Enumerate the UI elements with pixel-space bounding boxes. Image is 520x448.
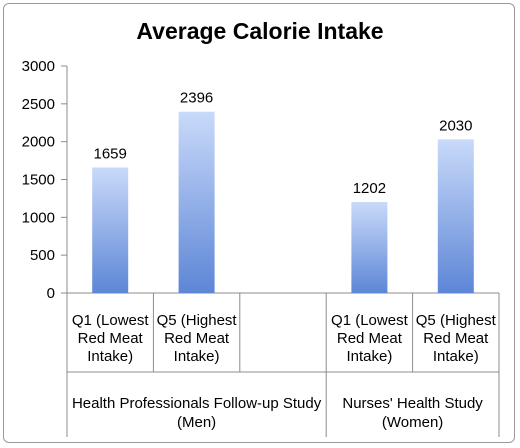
category-label: Intake): [174, 348, 220, 365]
bar-value-label: 2396: [180, 90, 213, 107]
y-tick-label: 1000: [22, 209, 55, 226]
category-label: Red Meat: [337, 330, 403, 347]
category-label: Red Meat: [164, 330, 230, 347]
y-tick-label: 3000: [22, 58, 55, 75]
bar-value-label: 1202: [353, 180, 386, 197]
bar-value-label: 2030: [439, 117, 472, 134]
y-tick-label: 2000: [22, 134, 55, 151]
category-label: Red Meat: [423, 330, 489, 347]
group-label: (Women): [382, 414, 443, 431]
group-label: Health Professionals Follow-up Study: [72, 395, 322, 412]
y-tick-label: 1500: [22, 172, 55, 189]
bar: [178, 111, 215, 293]
y-tick-label: 0: [47, 285, 55, 302]
category-label: Q1 (Lowest: [331, 312, 409, 329]
bar: [437, 139, 474, 293]
bar-value-label: 1659: [94, 145, 127, 162]
group-label: (Men): [177, 414, 216, 431]
category-label: Intake): [346, 348, 392, 365]
chart-frame: [3, 3, 515, 443]
category-label: Q1 (Lowest: [72, 312, 150, 329]
category-label: Q5 (Highest: [416, 312, 497, 329]
chart-title: Average Calorie Intake: [136, 18, 384, 44]
group-label: Nurses' Health Study: [342, 395, 483, 412]
y-tick-label: 500: [30, 247, 55, 264]
category-label: Intake): [87, 348, 133, 365]
category-label: Q5 (Highest: [157, 312, 238, 329]
bar: [351, 202, 388, 293]
category-label: Red Meat: [78, 330, 144, 347]
bar: [92, 167, 129, 293]
category-label: Intake): [433, 348, 479, 365]
y-tick-label: 2500: [22, 96, 55, 113]
